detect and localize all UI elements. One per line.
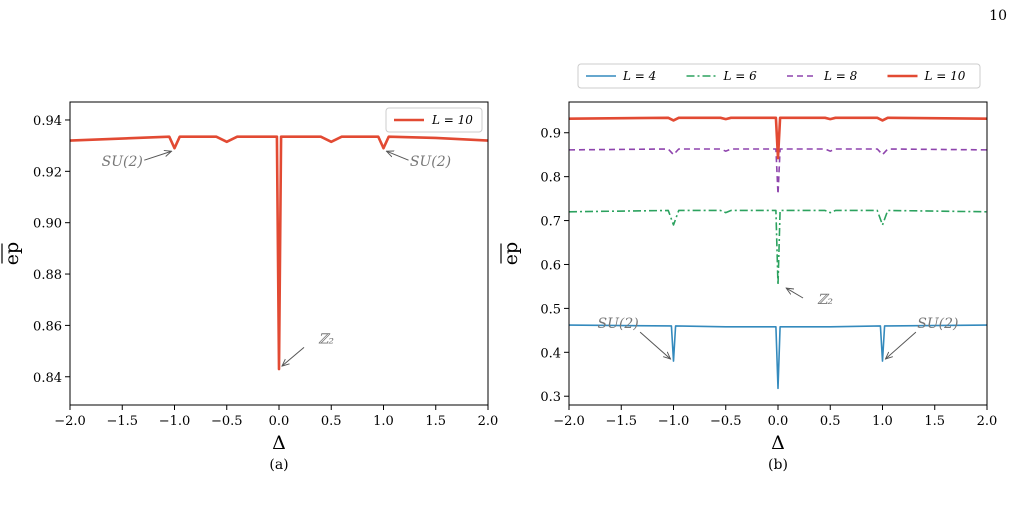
- y-tick-label: 0.92: [33, 165, 62, 180]
- x-tick-label: 2.0: [977, 414, 998, 429]
- y-tick-label: 0.5: [540, 302, 561, 317]
- annotation-arrow: [886, 331, 917, 359]
- series-line-l10: [568, 116, 988, 160]
- y-tick-label: 0.86: [33, 319, 62, 334]
- series-group: [568, 116, 988, 390]
- series-group: [69, 135, 489, 371]
- legend: L = 4 L = 6 L = 8 L = 10: [577, 63, 981, 89]
- x-tick-label: 0.5: [321, 414, 342, 429]
- y-tick-label: 0.8: [540, 171, 561, 186]
- x-tick-label: −0.5: [710, 414, 742, 429]
- x-tick-label: −1.0: [159, 414, 191, 429]
- x-tick-label: 0.0: [269, 414, 290, 429]
- legend-label: L = 10: [431, 113, 473, 127]
- annotation-arrow: [387, 151, 409, 161]
- annotation-label: SU(2): [917, 316, 958, 332]
- x-tick-label: −1.5: [605, 414, 637, 429]
- annotation-label: SU(2): [597, 316, 638, 332]
- x-axis-label: Δ: [272, 432, 286, 454]
- annotation-arrow: [639, 331, 670, 359]
- x-tick-label: −2.0: [54, 414, 86, 429]
- y-axis-label: ep: [1, 242, 23, 265]
- legend: L = 10: [385, 107, 483, 133]
- annotation-label: ℤ₂: [817, 292, 833, 308]
- y-tick-label: 0.7: [540, 215, 561, 230]
- y-tick-label: 0.3: [540, 390, 561, 405]
- x-tick-label: 1.5: [924, 414, 945, 429]
- legend-label: L = 6: [723, 69, 758, 83]
- x-tick-label: 2.0: [478, 414, 499, 429]
- x-tick-label: 1.0: [373, 414, 394, 429]
- page-number: 10: [989, 8, 1007, 24]
- x-tick-label: −1.0: [658, 414, 690, 429]
- y-tick-label: 0.4: [540, 346, 561, 361]
- annotation-label: SU(2): [102, 154, 143, 170]
- series-line-l10: [69, 135, 489, 371]
- annotation-arrow: [282, 346, 305, 366]
- annotation-arrow: [786, 288, 804, 299]
- x-axis-label: Δ: [771, 432, 785, 454]
- y-tick-label: 0.90: [33, 217, 62, 232]
- annotation-label: ℤ₂: [318, 331, 334, 347]
- x-tick-label: 0.0: [768, 414, 789, 429]
- subfigure-caption: (a): [269, 457, 288, 473]
- x-tick-label: −0.5: [211, 414, 243, 429]
- series-line-l8: [568, 148, 988, 196]
- legend-label: L = 10: [924, 69, 966, 83]
- annotation-label: SU(2): [410, 154, 451, 170]
- x-tick-label: 0.5: [820, 414, 841, 429]
- series-line-l4: [568, 324, 988, 390]
- legend-label: L = 4: [622, 69, 656, 83]
- y-axis-label: ep: [500, 242, 522, 265]
- series-line-l6: [568, 209, 988, 286]
- y-tick-label: 0.9: [540, 127, 561, 142]
- y-tick-label: 0.88: [33, 268, 62, 283]
- x-tick-label: −1.5: [106, 414, 138, 429]
- x-tick-label: −2.0: [553, 414, 585, 429]
- subfigure-caption: (b): [768, 457, 788, 473]
- x-tick-label: 1.0: [872, 414, 893, 429]
- y-tick-label: 0.94: [33, 114, 62, 129]
- legend-label: L = 8: [823, 69, 858, 83]
- y-tick-label: 0.6: [540, 258, 561, 273]
- chart-b: −2.0 −1.5 −1.0 −0.5 0.0 0.5 1.0 1.5 2.0 0.3 0.4 0.5…: [500, 63, 998, 473]
- x-tick-label: 1.5: [425, 414, 446, 429]
- y-tick-label: 0.84: [33, 371, 62, 386]
- annotation-arrow: [144, 151, 171, 161]
- chart-a: −2.0 −1.5 −1.0 −0.5 0.0 0.5 1.0 1.5 2.0 0.84 0.86 0…: [1, 101, 499, 473]
